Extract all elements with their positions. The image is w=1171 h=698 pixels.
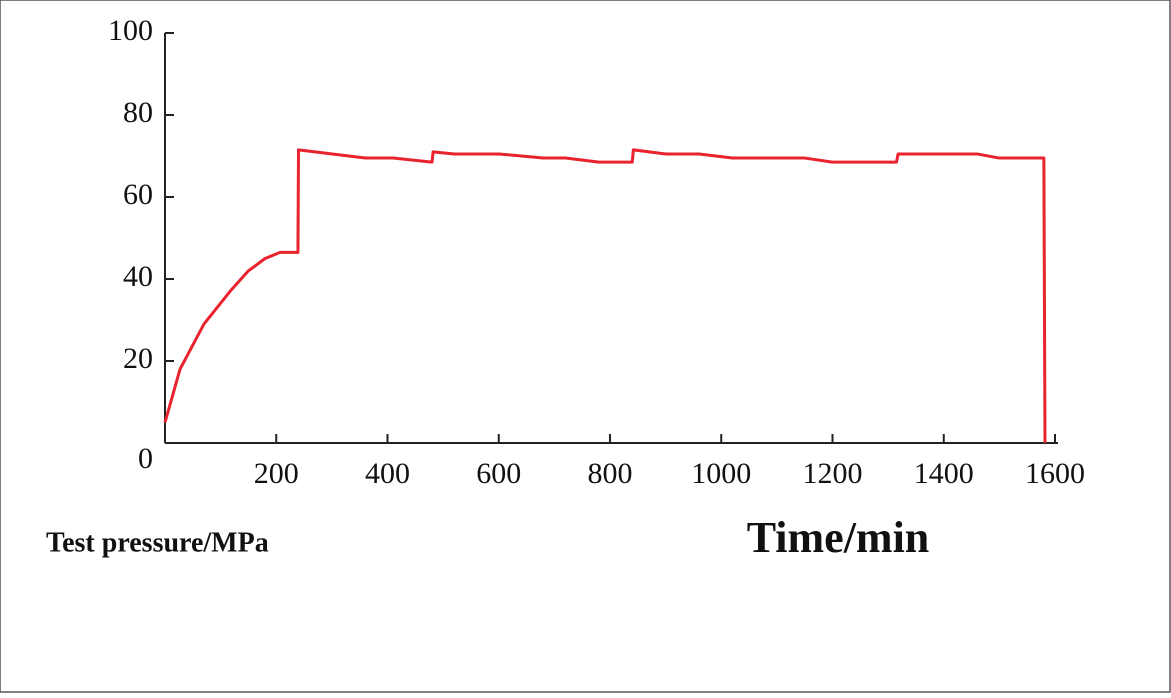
y-tick-label: 40 xyxy=(123,260,153,293)
x-tick-label: 800 xyxy=(588,457,633,490)
y-axis-label: Test pressure/MPa xyxy=(46,527,269,558)
y-tick-label: 0 xyxy=(138,442,153,475)
x-tick-label: 1000 xyxy=(691,457,751,490)
x-tick-label: 1600 xyxy=(1025,457,1085,490)
x-tick-label: 1400 xyxy=(914,457,974,490)
x-tick-label: 400 xyxy=(365,457,410,490)
data-line xyxy=(163,148,1047,444)
y-tick-label: 60 xyxy=(123,178,153,211)
x-axis-label: Time/min xyxy=(747,513,930,562)
x-tick-label: 1200 xyxy=(803,457,863,490)
x-tick-label: 600 xyxy=(476,457,521,490)
y-tick-label: 20 xyxy=(123,342,153,375)
y-tick-label: 100 xyxy=(108,14,153,47)
y-tick-label: 80 xyxy=(123,96,153,129)
x-tick-label: 200 xyxy=(254,457,299,490)
